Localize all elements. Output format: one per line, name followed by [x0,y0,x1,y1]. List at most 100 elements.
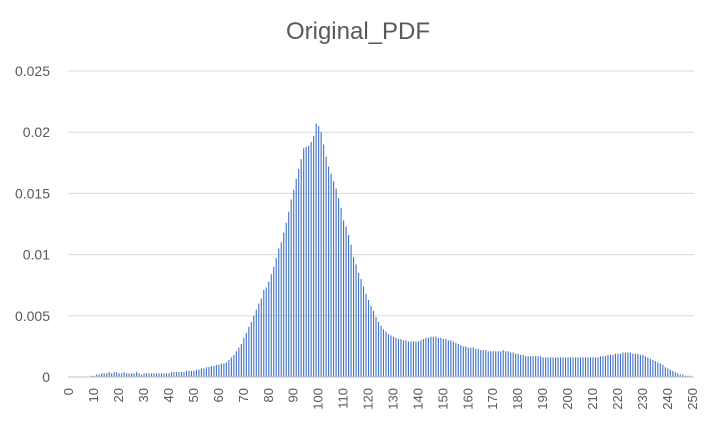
bar [512,352,514,377]
bar [380,325,382,377]
bar [460,345,462,377]
x-tick-label: 30 [136,388,151,402]
bar [662,364,664,377]
bar [203,368,205,377]
bar [435,336,437,377]
bar [218,364,220,377]
bar [377,321,380,377]
bar [360,279,362,377]
bar [290,199,292,377]
bar [607,354,609,377]
x-tick-label: 0 [61,388,76,395]
bar [515,353,517,377]
bar [198,369,200,377]
bar [430,336,432,377]
bar [178,372,180,377]
x-tick-label: 20 [111,388,126,402]
bar [412,341,414,377]
bar [103,373,105,377]
bar [567,357,569,377]
x-tick-label: 250 [685,388,700,410]
bar [487,351,489,377]
bar [141,374,143,377]
bar [400,339,402,377]
bar [654,361,656,377]
bar [138,373,140,377]
bar [315,123,317,377]
bar [545,357,547,377]
bar [644,356,646,377]
bar [305,146,307,377]
bar [470,347,472,377]
bar [98,374,100,377]
bar [517,353,519,377]
bar [328,166,330,377]
bar [148,373,150,377]
bar [550,357,552,377]
bar [520,354,522,377]
bar [273,266,275,377]
bar [522,354,524,377]
bar [437,337,439,377]
bar [565,357,567,377]
bar [687,375,689,377]
bar [126,373,128,377]
bar [230,357,232,377]
bar [465,346,467,377]
bar [669,369,671,377]
bar [572,357,574,377]
x-tick-label: 10 [86,388,101,402]
bar [475,348,477,377]
bar [597,357,599,377]
bar [160,373,163,377]
bar [205,367,207,377]
bar [617,353,619,377]
bar [562,357,564,377]
bar [335,188,337,377]
bar [480,350,482,377]
x-tick-label: 210 [585,388,600,410]
bar [253,315,255,377]
bar [532,356,534,377]
bar [502,350,504,377]
bar [210,365,212,377]
bar [405,340,407,377]
bar [96,374,98,377]
bar [365,293,367,377]
bar [407,341,409,377]
y-tick-label: 0.005 [15,308,50,324]
bar [510,352,512,377]
bar [357,272,360,377]
bar [285,222,287,377]
bar [275,258,277,377]
bar [427,337,429,377]
y-tick-label: 0 [42,369,50,385]
bar [555,357,557,377]
y-tick-label: 0.015 [15,185,50,201]
bar [340,208,342,377]
bar [462,346,464,377]
bar [467,347,469,377]
x-axis-tick-labels: 0 10 20 30 40 50 60 70 80 90 100 110 120 130 140 150 160… [61,388,700,410]
bar [91,375,93,377]
bar [432,336,434,377]
bar [313,135,315,377]
bar [325,156,327,377]
bar [442,339,444,377]
bar [308,145,310,377]
x-tick-label: 40 [161,388,176,402]
bar [537,356,539,377]
bar [195,369,197,377]
bar [477,348,479,377]
bar [350,244,352,377]
x-tick-label: 130 [385,388,400,410]
x-tick-label: 240 [660,388,675,410]
bar [278,248,280,377]
bar [417,341,419,377]
bar [155,373,158,377]
bar [500,351,502,377]
bar [387,334,390,377]
bar [258,303,260,377]
bar [280,242,282,377]
bar [622,352,624,377]
